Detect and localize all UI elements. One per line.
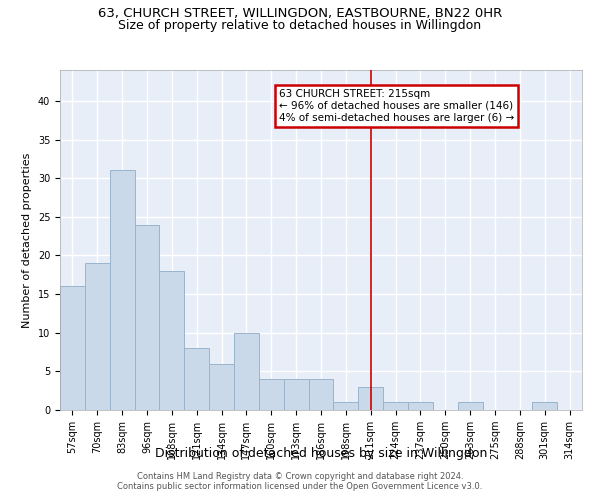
Bar [60,286,85,410]
Text: 63, CHURCH STREET, WILLINGDON, EASTBOURNE, BN22 0HR: 63, CHURCH STREET, WILLINGDON, EASTBOURN… [98,8,502,20]
Bar [284,379,308,410]
Bar [184,348,209,410]
Text: Contains HM Land Registry data © Crown copyright and database right 2024.: Contains HM Land Registry data © Crown c… [137,472,463,481]
Bar [160,271,184,410]
Bar [358,387,383,410]
Bar [85,263,110,410]
Bar [234,332,259,410]
Text: Distribution of detached houses by size in Willingdon: Distribution of detached houses by size … [155,448,487,460]
Bar [383,402,408,410]
Text: 63 CHURCH STREET: 215sqm
← 96% of detached houses are smaller (146)
4% of semi-d: 63 CHURCH STREET: 215sqm ← 96% of detach… [279,90,514,122]
Bar [308,379,334,410]
Bar [259,379,284,410]
Bar [408,402,433,410]
Bar [134,224,160,410]
Text: Size of property relative to detached houses in Willingdon: Size of property relative to detached ho… [118,19,482,32]
Y-axis label: Number of detached properties: Number of detached properties [22,152,32,328]
Bar [458,402,482,410]
Bar [110,170,134,410]
Bar [532,402,557,410]
Bar [334,402,358,410]
Text: Contains public sector information licensed under the Open Government Licence v3: Contains public sector information licen… [118,482,482,491]
Bar [209,364,234,410]
